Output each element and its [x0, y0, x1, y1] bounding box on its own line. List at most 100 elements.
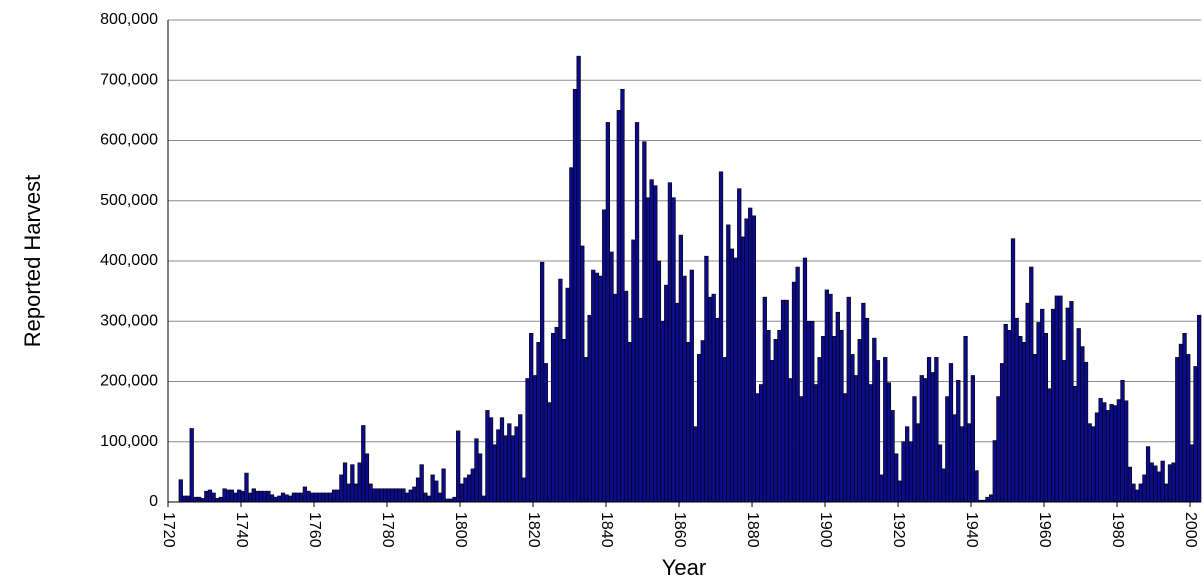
bar: [401, 488, 406, 503]
y-tick-label: 800,000: [100, 11, 158, 28]
bar: [751, 215, 756, 503]
bar: [550, 332, 556, 503]
bar: [842, 393, 848, 503]
bar: [649, 179, 654, 503]
x-tick-label: 1900: [817, 512, 834, 548]
bar: [594, 272, 600, 503]
bar: [901, 441, 906, 503]
bar: [671, 197, 676, 503]
bar: [518, 414, 523, 503]
bar: [328, 492, 333, 503]
bar: [678, 234, 683, 503]
bar: [1109, 404, 1114, 503]
bar: [321, 492, 326, 503]
bar: [941, 468, 946, 503]
bar: [503, 435, 508, 503]
bar: [196, 496, 202, 503]
bar: [897, 480, 902, 503]
bar: [383, 488, 388, 503]
bar: [434, 480, 439, 503]
bar: [1058, 295, 1063, 503]
bar: [375, 488, 381, 503]
bar: [372, 488, 377, 503]
bar: [572, 88, 578, 503]
bar: [602, 209, 607, 503]
x-tick-label: 1720: [160, 512, 177, 548]
bar: [1149, 462, 1154, 503]
bar: [883, 357, 888, 503]
bar: [788, 378, 793, 503]
bar: [204, 490, 209, 503]
bar: [609, 251, 614, 503]
bar: [1072, 386, 1078, 503]
bar: [185, 495, 191, 503]
bar: [536, 342, 541, 503]
bar: [525, 378, 530, 503]
bar: [587, 314, 592, 503]
bar: [766, 329, 771, 503]
bar: [419, 464, 424, 503]
bar: [251, 488, 256, 503]
bar: [853, 375, 859, 503]
bar: [620, 88, 625, 503]
bar: [1061, 360, 1067, 503]
bar: [1127, 466, 1132, 503]
bar: [547, 402, 552, 503]
bar: [711, 293, 716, 503]
bar: [700, 340, 705, 503]
x-tick-label: 1740: [233, 512, 250, 548]
bar: [974, 470, 979, 503]
bar: [510, 435, 516, 503]
bar: [390, 488, 395, 503]
bar: [514, 426, 519, 503]
bar: [707, 296, 713, 503]
bar: [1087, 423, 1092, 503]
bar: [737, 188, 742, 503]
bar: [1051, 308, 1056, 503]
bar: [948, 363, 954, 503]
bar: [1032, 354, 1038, 503]
bar: [215, 498, 220, 503]
y-tick-label: 100,000: [100, 433, 158, 450]
x-tick-label: 1980: [1109, 512, 1126, 548]
bar: [722, 357, 727, 503]
bar: [1186, 354, 1191, 503]
bar: [288, 495, 293, 503]
bar: [331, 489, 337, 503]
bar: [1069, 301, 1074, 503]
bar: [496, 429, 501, 503]
y-axis-title: Reported Harvest: [20, 175, 45, 347]
bar: [1167, 464, 1173, 503]
bar: [1134, 489, 1140, 503]
bar: [463, 477, 468, 503]
bar: [467, 474, 472, 503]
bar: [299, 492, 304, 503]
bar: [1040, 308, 1045, 503]
bar: [262, 490, 267, 503]
bar: [616, 110, 621, 503]
bar: [200, 498, 205, 503]
bar: [437, 492, 443, 503]
bar: [1025, 302, 1030, 503]
bar: [875, 360, 881, 503]
bar: [988, 494, 994, 503]
bar: [1047, 388, 1052, 503]
bar: [222, 488, 227, 503]
bar: [656, 260, 662, 503]
bar: [273, 496, 278, 503]
bar: [828, 293, 833, 503]
bar: [423, 492, 428, 503]
bar: [985, 496, 990, 503]
bar: [919, 375, 924, 503]
bar: [1120, 379, 1125, 503]
y-tick-label: 300,000: [100, 312, 158, 329]
bar: [394, 488, 399, 503]
bar: [248, 492, 253, 503]
bar: [211, 492, 216, 503]
bar: [295, 492, 300, 503]
bar: [291, 492, 297, 503]
bar: [1171, 462, 1176, 503]
bar: [499, 417, 505, 503]
bar: [821, 336, 826, 503]
bar: [813, 384, 819, 503]
